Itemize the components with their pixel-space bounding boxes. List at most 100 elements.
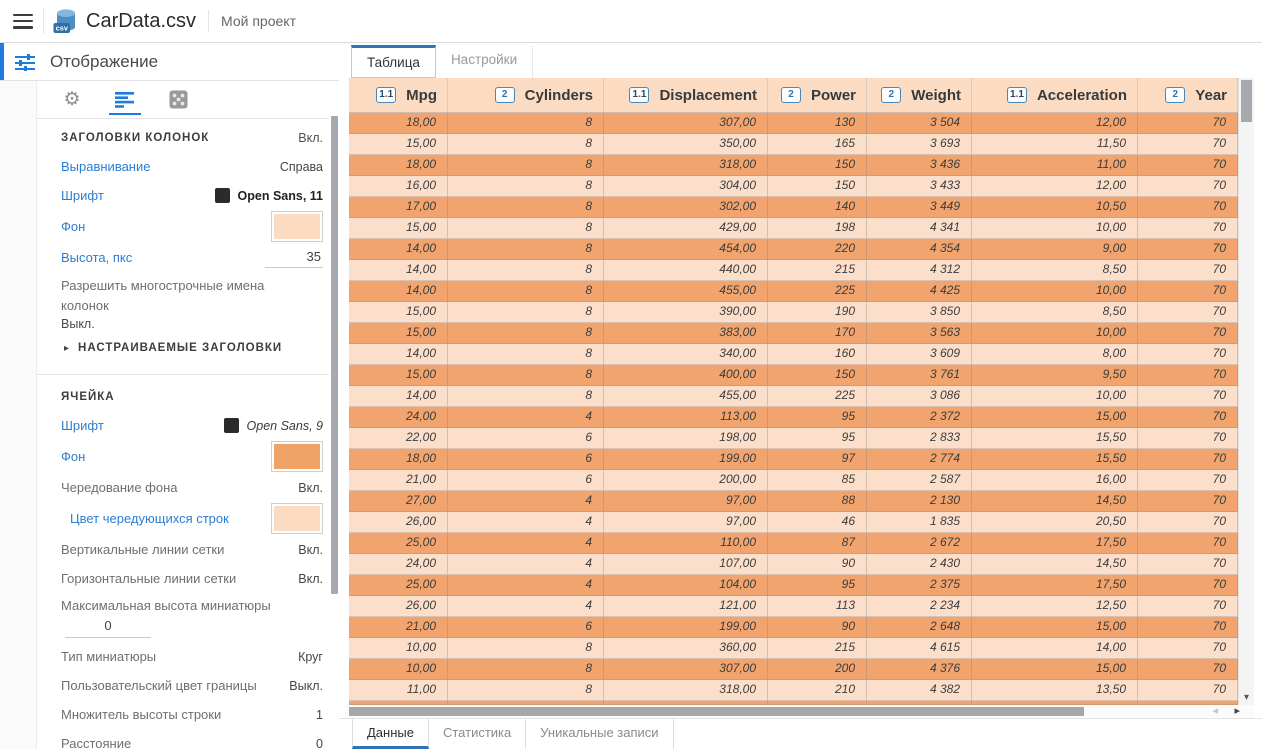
table-cell[interactable]: 199,00 bbox=[604, 617, 768, 638]
table-cell[interactable]: 70 bbox=[1138, 260, 1238, 281]
table-cell[interactable]: 22,00 bbox=[349, 428, 448, 449]
table-cell[interactable]: 200 bbox=[768, 659, 867, 680]
table-cell[interactable]: 15,00 bbox=[972, 659, 1138, 680]
table-cell[interactable]: 14,00 bbox=[349, 386, 448, 407]
table-cell[interactable]: 14,00 bbox=[972, 638, 1138, 659]
table-cell[interactable]: 15,00 bbox=[349, 365, 448, 386]
table-cell[interactable]: 302,00 bbox=[604, 197, 768, 218]
table-cell[interactable]: 104,00 bbox=[604, 575, 768, 596]
chevron-down-icon[interactable]: ▾ bbox=[1239, 692, 1254, 704]
table-cell[interactable]: 107,00 bbox=[604, 554, 768, 575]
project-name[interactable]: Мой проект bbox=[221, 13, 296, 29]
table-cell[interactable]: 87 bbox=[768, 533, 867, 554]
table-cell[interactable]: 3 433 bbox=[867, 176, 972, 197]
table-cell[interactable]: 220 bbox=[768, 239, 867, 260]
table-cell[interactable]: 304,00 bbox=[604, 176, 768, 197]
table-cell[interactable]: 12,00 bbox=[972, 113, 1138, 134]
table-cell[interactable]: 160 bbox=[768, 344, 867, 365]
table-cell[interactable]: 17,00 bbox=[349, 197, 448, 218]
table-cell[interactable]: 95 bbox=[768, 407, 867, 428]
table-cell[interactable]: 165 bbox=[768, 134, 867, 155]
setting-multiline-column-names[interactable]: Разрешить многострочные имена колонокВык… bbox=[37, 272, 329, 333]
table-cell[interactable]: 17,50 bbox=[972, 575, 1138, 596]
color-swatch[interactable] bbox=[271, 441, 323, 472]
table-cell[interactable]: 97,00 bbox=[604, 512, 768, 533]
table-cell[interactable]: 14,00 bbox=[349, 260, 448, 281]
setting-input[interactable]: 35 bbox=[265, 247, 323, 268]
table-cell[interactable]: 26,00 bbox=[349, 512, 448, 533]
table-cell[interactable]: 24,00 bbox=[349, 554, 448, 575]
table-cell[interactable]: 18,00 bbox=[349, 449, 448, 470]
table-cell[interactable]: 10,00 bbox=[349, 638, 448, 659]
table-cell[interactable]: 10,00 bbox=[972, 323, 1138, 344]
table-cell[interactable]: 390,00 bbox=[604, 302, 768, 323]
table-cell[interactable]: 8 bbox=[448, 323, 604, 344]
table-cell[interactable]: 85 bbox=[768, 470, 867, 491]
table-cell[interactable]: 15,00 bbox=[349, 134, 448, 155]
column-header-year[interactable]: 2Year bbox=[1138, 78, 1238, 112]
table-cell[interactable]: 18,00 bbox=[349, 155, 448, 176]
table-cell[interactable]: 130 bbox=[768, 113, 867, 134]
table-cell[interactable]: 4 bbox=[448, 533, 604, 554]
tab-unique-records[interactable]: Уникальные записи bbox=[526, 719, 673, 749]
table-cell[interactable]: 8 bbox=[448, 344, 604, 365]
table-cell[interactable]: 15,00 bbox=[972, 407, 1138, 428]
tab-settings[interactable]: Настройки bbox=[436, 45, 533, 78]
table-cell[interactable]: 70 bbox=[1138, 113, 1238, 134]
chevron-left-icon[interactable]: ◂ bbox=[1212, 705, 1218, 718]
vertical-scrollbar-thumb[interactable] bbox=[1241, 80, 1252, 122]
table-cell[interactable]: 2 672 bbox=[867, 533, 972, 554]
table-cell[interactable]: 225 bbox=[768, 386, 867, 407]
dice-grid-icon[interactable] bbox=[165, 85, 191, 115]
sidebar-scrollbar-thumb[interactable] bbox=[331, 116, 338, 594]
table-cell[interactable]: 6 bbox=[448, 470, 604, 491]
table-cell[interactable]: 70 bbox=[1138, 281, 1238, 302]
table-cell[interactable]: 2 234 bbox=[867, 596, 972, 617]
table-cell[interactable]: 307,00 bbox=[604, 659, 768, 680]
table-cell[interactable]: 8 bbox=[448, 155, 604, 176]
table-cell[interactable]: 70 bbox=[1138, 428, 1238, 449]
table-cell[interactable]: 70 bbox=[1138, 596, 1238, 617]
table-cell[interactable]: 400,00 bbox=[604, 365, 768, 386]
table-cell[interactable]: 70 bbox=[1138, 134, 1238, 155]
table-cell[interactable]: 70 bbox=[1138, 554, 1238, 575]
table-cell[interactable]: 15,00 bbox=[972, 617, 1138, 638]
gear-icon[interactable]: ⚙ bbox=[59, 85, 85, 115]
table-cell[interactable]: 70 bbox=[1138, 407, 1238, 428]
table-cell[interactable]: 8 bbox=[448, 365, 604, 386]
table-cell[interactable]: 88 bbox=[768, 491, 867, 512]
table-cell[interactable]: 16,00 bbox=[349, 176, 448, 197]
table-cell[interactable]: 70 bbox=[1138, 365, 1238, 386]
setting-value-toggle[interactable]: Круг bbox=[298, 650, 323, 664]
vertical-scrollbar[interactable]: ▾ bbox=[1238, 78, 1254, 705]
table-cell[interactable]: 1 835 bbox=[867, 512, 972, 533]
table-cell[interactable]: 70 bbox=[1138, 491, 1238, 512]
table-cell[interactable]: 15,50 bbox=[972, 449, 1138, 470]
table-cell[interactable]: 8 bbox=[448, 134, 604, 155]
setting-label[interactable]: Шрифт bbox=[61, 418, 104, 433]
table-cell[interactable]: 4 382 bbox=[867, 680, 972, 701]
table-cell[interactable]: 307,00 bbox=[604, 113, 768, 134]
table-cell[interactable]: 18,00 bbox=[349, 113, 448, 134]
table-cell[interactable]: 70 bbox=[1138, 659, 1238, 680]
setting-label[interactable]: Выравнивание bbox=[61, 159, 150, 174]
table-cell[interactable]: 70 bbox=[1138, 344, 1238, 365]
setting-font-value[interactable]: Open Sans, 11 bbox=[215, 188, 323, 203]
table-cell[interactable]: 10,50 bbox=[972, 197, 1138, 218]
horizontal-scrollbar-thumb[interactable] bbox=[349, 707, 1084, 716]
table-cell[interactable]: 95 bbox=[768, 575, 867, 596]
table-cell[interactable]: 90 bbox=[768, 554, 867, 575]
column-header-weight[interactable]: 2Weight bbox=[867, 78, 972, 112]
table-cell[interactable]: 215 bbox=[768, 260, 867, 281]
table-cell[interactable]: 2 130 bbox=[867, 491, 972, 512]
table-cell[interactable]: 97,00 bbox=[604, 491, 768, 512]
table-cell[interactable]: 25,00 bbox=[349, 533, 448, 554]
table-cell[interactable]: 3 609 bbox=[867, 344, 972, 365]
table-cell[interactable]: 12,00 bbox=[972, 176, 1138, 197]
table-cell[interactable]: 455,00 bbox=[604, 281, 768, 302]
table-cell[interactable]: 3 449 bbox=[867, 197, 972, 218]
table-cell[interactable]: 350,00 bbox=[604, 134, 768, 155]
table-cell[interactable]: 318,00 bbox=[604, 155, 768, 176]
table-cell[interactable]: 4 bbox=[448, 491, 604, 512]
table-cell[interactable]: 15,00 bbox=[349, 323, 448, 344]
